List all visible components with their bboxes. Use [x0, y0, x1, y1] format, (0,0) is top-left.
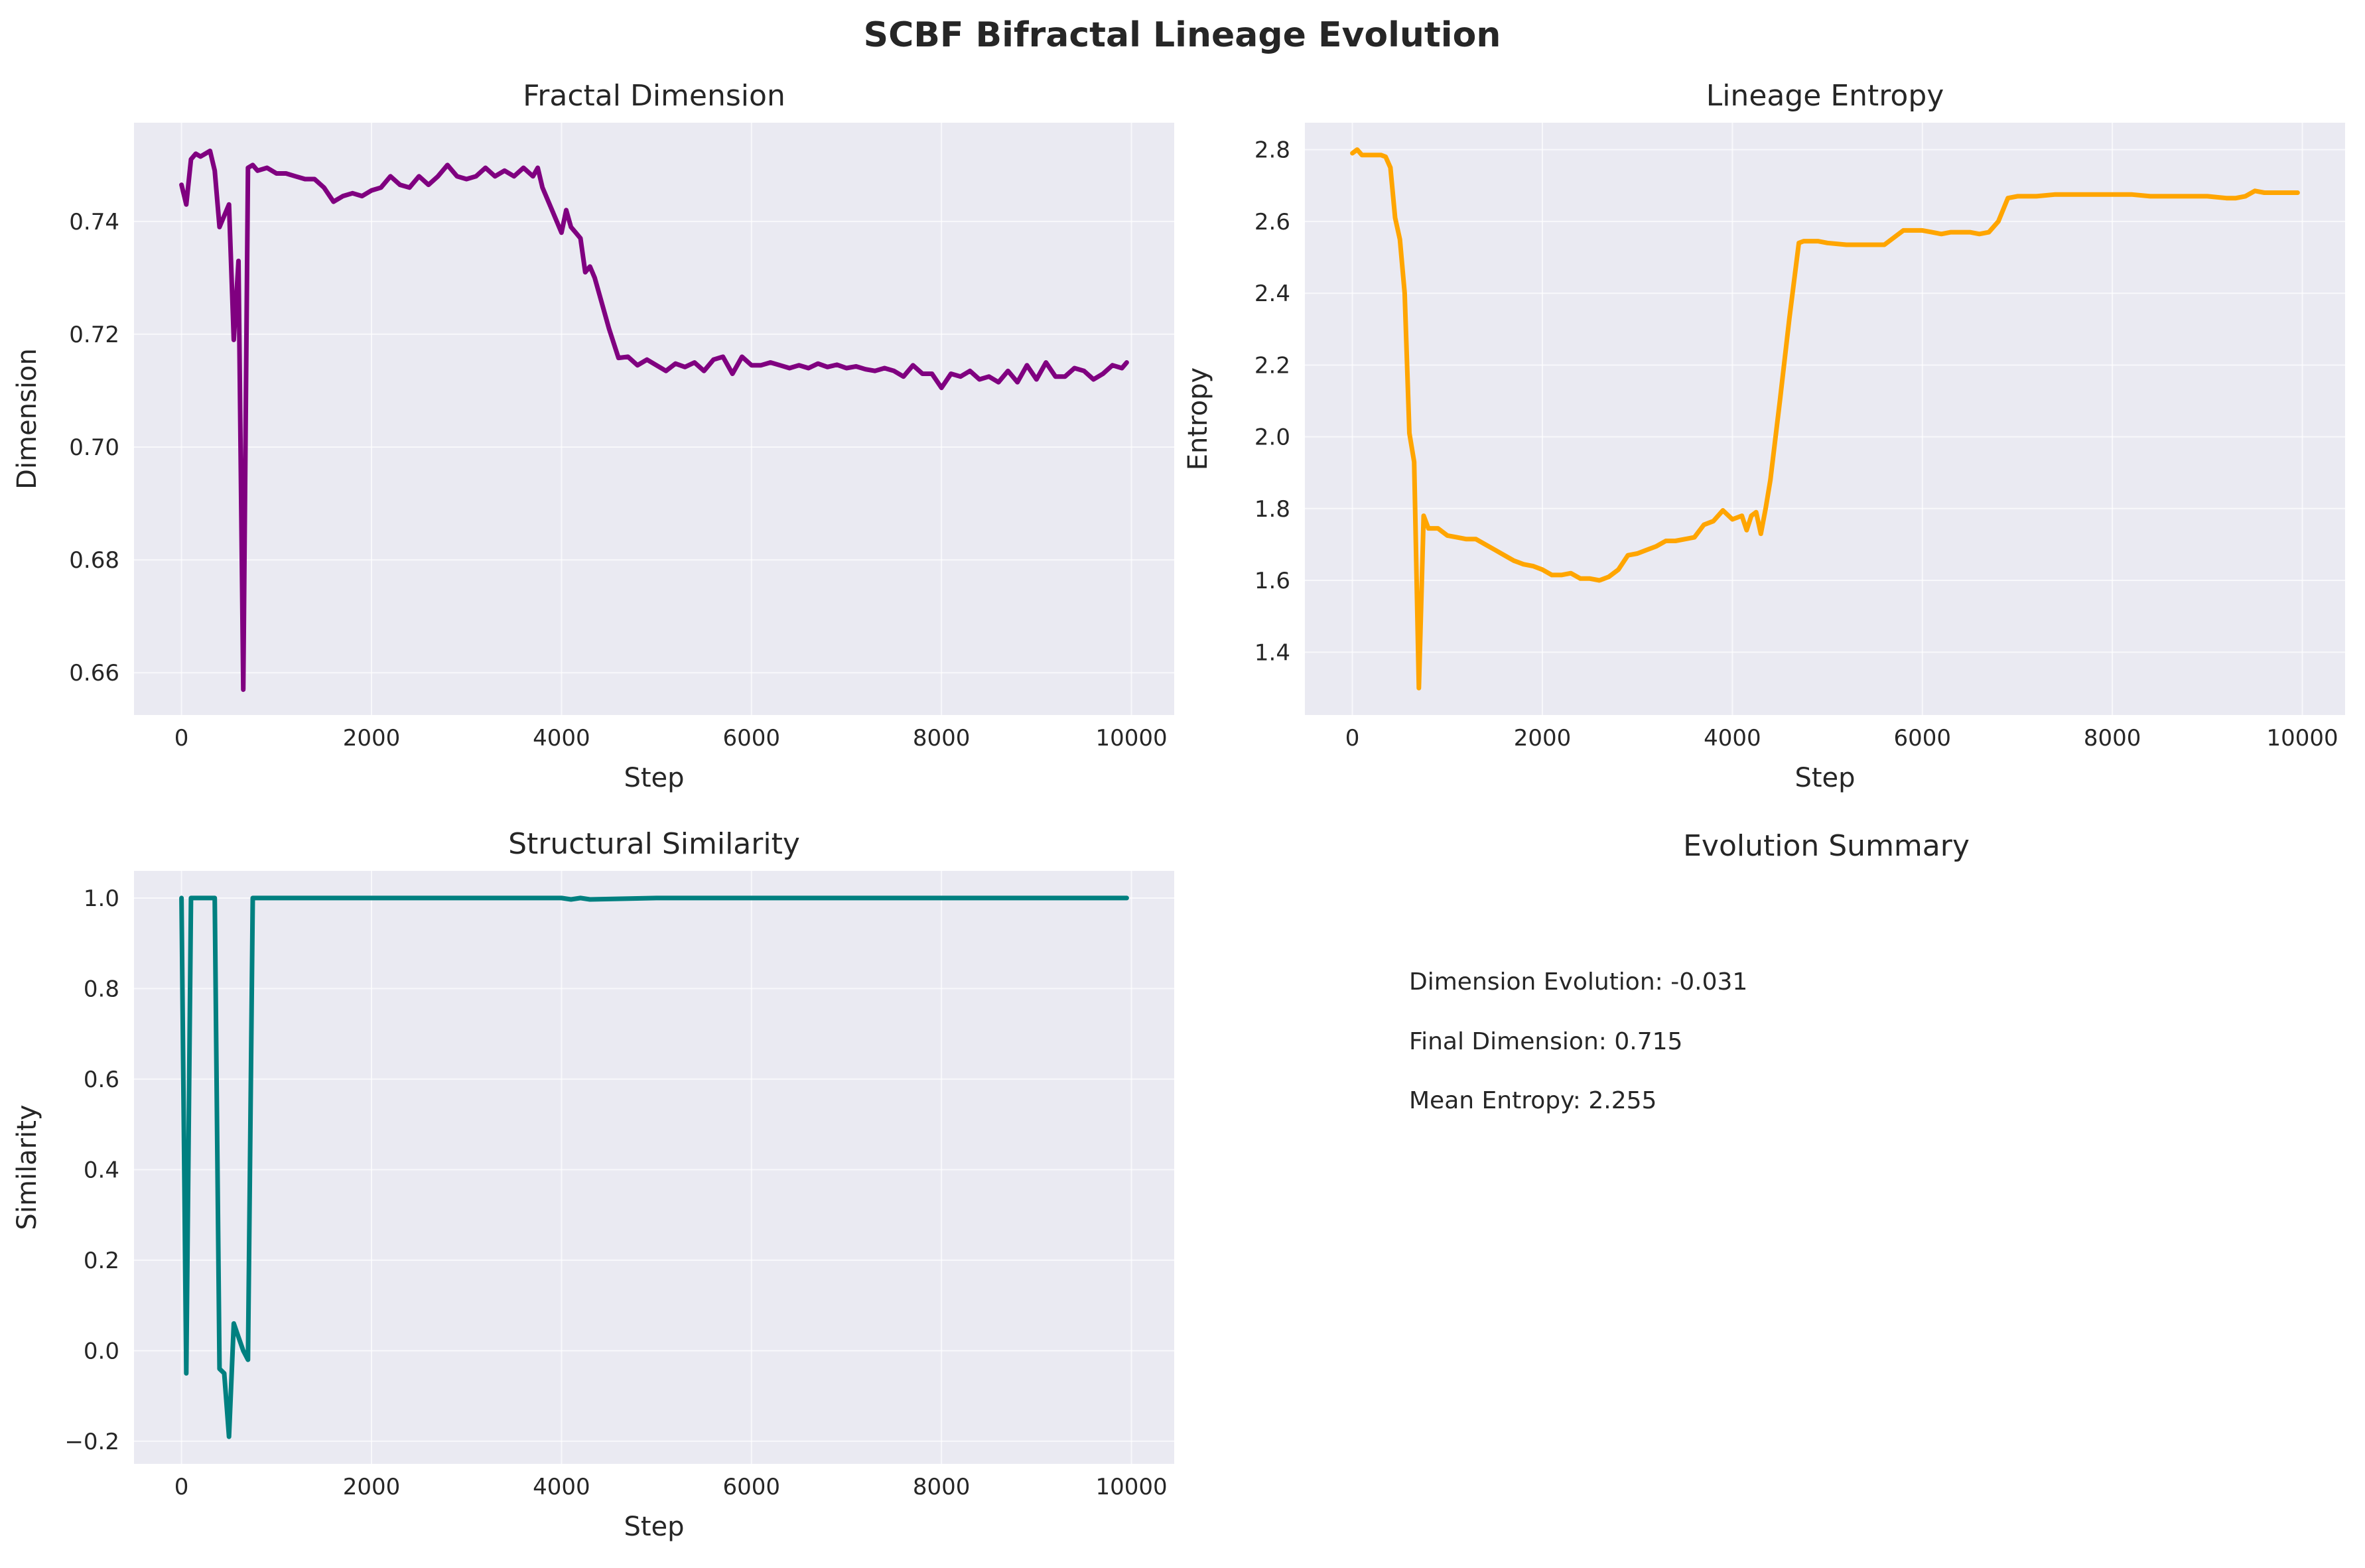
- structural-similarity-series-line: [179, 895, 1129, 1439]
- fractal-dimension-y-axis-label: Dimension: [12, 348, 42, 490]
- structural-similarity-x-tick-label: 4000: [533, 1474, 590, 1500]
- fractal-dimension-x-tick-label: 6000: [723, 725, 781, 751]
- figure-suptitle: SCBF Bifractal Lineage Evolution: [864, 15, 1501, 55]
- fractal-dimension-title: Fractal Dimension: [523, 79, 785, 113]
- fractal-dimension-x-tick-label: 4000: [533, 725, 590, 751]
- lineage-entropy-panel: 0 2000 4000 6000 8000 10000 1.4 1.6 1.8 2.0 2.2 2.4…: [1183, 79, 2345, 793]
- lineage-entropy-series-line: [1350, 147, 2300, 690]
- fractal-dimension-x-axis-label: Step: [624, 763, 684, 793]
- lineage-entropy-x-tick-label: 6000: [1894, 725, 1952, 751]
- lineage-entropy-y-axis-label: Entropy: [1183, 367, 1213, 470]
- fractal-dimension-y-tick-label: 0.68: [69, 547, 119, 574]
- structural-similarity-y-tick-label: 1.0: [84, 885, 119, 912]
- lineage-entropy-y-tick-label: 2.0: [1254, 425, 1290, 451]
- structural-similarity-x-tick-label: 2000: [343, 1474, 401, 1500]
- structural-similarity-x-tick-label: 10000: [1095, 1474, 1167, 1500]
- lineage-entropy-plot-area: [1305, 123, 2345, 715]
- fractal-dimension-plot-area: [134, 123, 1174, 715]
- structural-similarity-plot-area: [134, 871, 1174, 1464]
- structural-similarity-y-axis-label: Similarity: [12, 1104, 42, 1230]
- structural-similarity-y-tick-label: 0.8: [84, 976, 119, 1002]
- fractal-dimension-series-line: [179, 149, 1129, 692]
- lineage-entropy-y-tick-label: 1.6: [1254, 568, 1290, 594]
- structural-similarity-x-tick-label: 0: [174, 1474, 189, 1500]
- structural-similarity-x-axis-label: Step: [624, 1512, 684, 1542]
- fractal-dimension-y-tick-label: 0.70: [69, 434, 119, 461]
- structural-similarity-y-tick-label: −0.2: [64, 1429, 119, 1455]
- summary-title: Evolution Summary: [1683, 829, 1970, 863]
- lineage-entropy-x-tick-label: 10000: [2266, 725, 2338, 751]
- fractal-dimension-x-tick-label: 2000: [343, 725, 401, 751]
- fractal-dimension-x-tick-label: 10000: [1095, 725, 1167, 751]
- structural-similarity-y-tick-label: 0.6: [84, 1067, 119, 1093]
- lineage-entropy-title: Lineage Entropy: [1706, 79, 1944, 113]
- summary-line-dimension-evolution: Dimension Evolution: -0.031: [1409, 968, 1747, 996]
- lineage-entropy-x-tick-label: 4000: [1704, 725, 1761, 751]
- structural-similarity-y-tick-label: 0.0: [84, 1338, 119, 1364]
- structural-similarity-title: Structural Similarity: [508, 827, 800, 861]
- lineage-entropy-x-tick-label: 0: [1345, 725, 1360, 751]
- lineage-entropy-y-tick-label: 2.8: [1254, 137, 1290, 164]
- lineage-entropy-x-tick-label: 2000: [1514, 725, 1572, 751]
- structural-similarity-x-tick-label: 8000: [913, 1474, 971, 1500]
- summary-line-final-dimension: Final Dimension: 0.715: [1409, 1028, 1682, 1055]
- fractal-dimension-panel: 0 2000 4000 6000 8000 10000 0.66 0.68 0.70 0.72 0.…: [12, 79, 1174, 793]
- fractal-dimension-x-tick-label: 8000: [913, 725, 971, 751]
- lineage-entropy-x-tick-label: 8000: [2084, 725, 2141, 751]
- lineage-entropy-y-tick-label: 2.2: [1254, 352, 1290, 379]
- lineage-entropy-y-tick-label: 2.6: [1254, 209, 1290, 235]
- fractal-dimension-y-tick-label: 0.72: [69, 322, 119, 348]
- fractal-dimension-y-tick-label: 0.66: [69, 660, 119, 686]
- fractal-dimension-y-tick-label: 0.74: [69, 209, 119, 235]
- lineage-entropy-y-tick-label: 1.8: [1254, 496, 1290, 523]
- structural-similarity-y-tick-label: 0.2: [84, 1248, 119, 1274]
- lineage-entropy-y-tick-label: 2.4: [1254, 281, 1290, 307]
- fractal-dimension-x-tick-label: 0: [174, 725, 189, 751]
- summary-line-mean-entropy: Mean Entropy: 2.255: [1409, 1087, 1656, 1114]
- evolution-summary-panel: Evolution Summary Dimension Evolution: -…: [1409, 829, 1970, 1114]
- structural-similarity-x-tick-label: 6000: [723, 1474, 781, 1500]
- lineage-entropy-x-axis-label: Step: [1794, 763, 1855, 793]
- structural-similarity-panel: 0 2000 4000 6000 8000 10000 −0.2 0.0 0.2 0.4 0.6 0.…: [12, 827, 1174, 1542]
- structural-similarity-y-tick-label: 0.4: [84, 1157, 119, 1183]
- lineage-entropy-y-tick-label: 1.4: [1254, 639, 1290, 666]
